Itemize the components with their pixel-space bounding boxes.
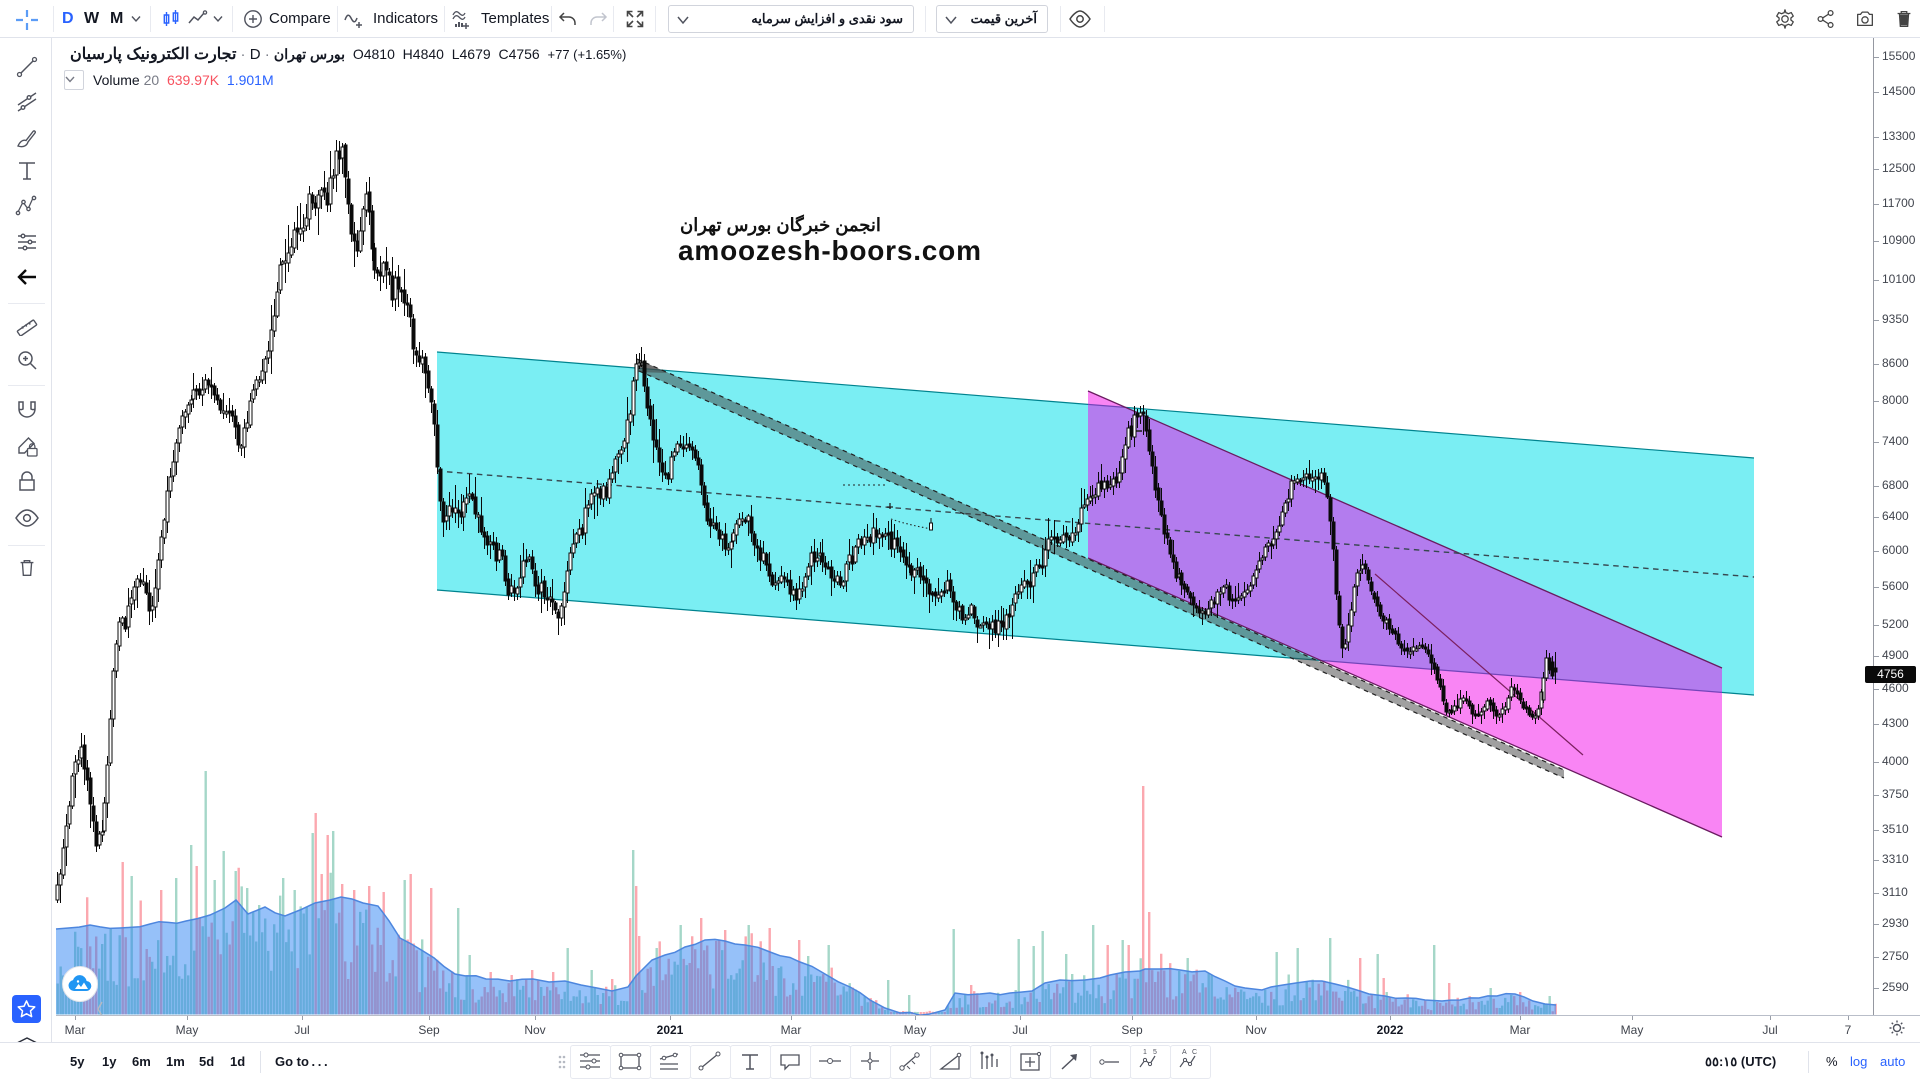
svg-text:C: C (1192, 1049, 1197, 1056)
svg-text:5: 5 (1153, 1049, 1157, 1056)
svg-text:1: 1 (1143, 1049, 1147, 1056)
svg-text:A: A (1182, 1049, 1187, 1056)
